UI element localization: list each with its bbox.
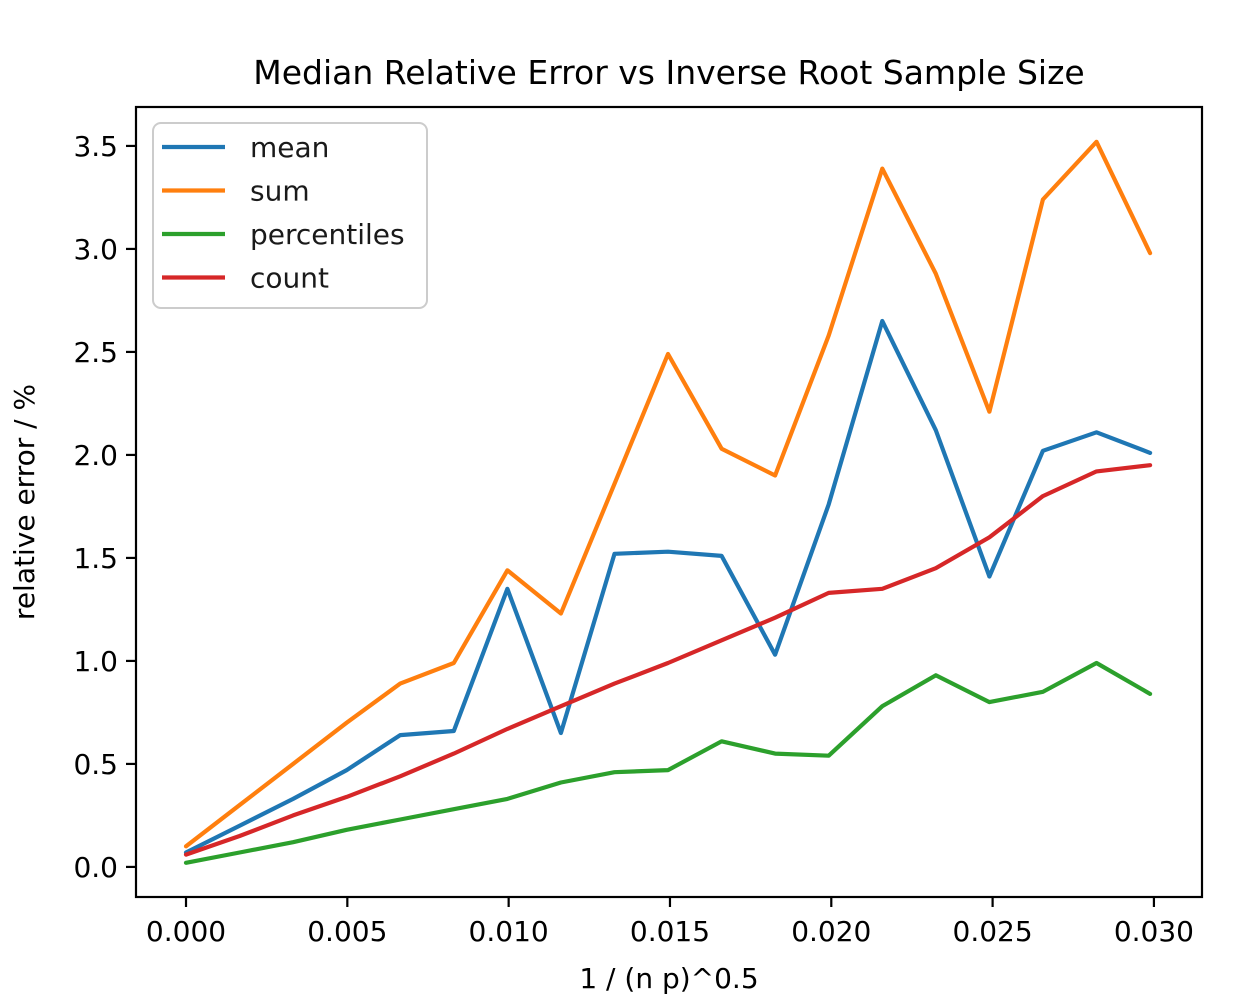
y-tick-label: 3.0 [73, 233, 118, 266]
series-line-mean [183, 318, 1153, 855]
series-line-sum [183, 139, 1153, 849]
legend: mean sum percentiles count [152, 122, 428, 309]
y-axis-ticks: 0.0 0.5 1.0 1.5 2.0 2.5 3.0 3.5 [73, 130, 136, 884]
legend-frame [152, 122, 428, 309]
legend-label-sum: sum [250, 175, 310, 208]
plot-lines [183, 139, 1153, 865]
x-tick-label: 0.025 [953, 915, 1033, 948]
chart-title: Median Relative Error vs Inverse Root Sa… [253, 53, 1084, 92]
x-axis-label: 1 / (n p)^0.5 [579, 962, 758, 995]
x-tick-label: 0.000 [146, 915, 226, 948]
legend-label-count: count [250, 262, 329, 295]
x-axis-ticks: 0.000 0.005 0.010 0.015 0.020 0.025 0.030 [146, 897, 1194, 948]
y-axis-label: relative error / % [8, 384, 41, 620]
series-line-count [183, 463, 1153, 857]
y-tick-label: 2.0 [73, 439, 118, 472]
y-tick-label: 3.5 [73, 130, 118, 163]
x-tick-label: 0.030 [1114, 915, 1194, 948]
x-tick-label: 0.010 [469, 915, 549, 948]
series-line-percentiles [183, 660, 1153, 865]
legend-label-mean: mean [250, 131, 329, 164]
x-tick-label: 0.005 [307, 915, 387, 948]
y-tick-label: 2.5 [73, 336, 118, 369]
legend-label-percentiles: percentiles [250, 218, 405, 251]
x-tick-label: 0.020 [791, 915, 871, 948]
y-tick-label: 1.5 [73, 542, 118, 575]
x-tick-label: 0.015 [630, 915, 710, 948]
y-tick-label: 0.0 [73, 851, 118, 884]
y-tick-label: 1.0 [73, 645, 118, 678]
y-tick-label: 0.5 [73, 748, 118, 781]
